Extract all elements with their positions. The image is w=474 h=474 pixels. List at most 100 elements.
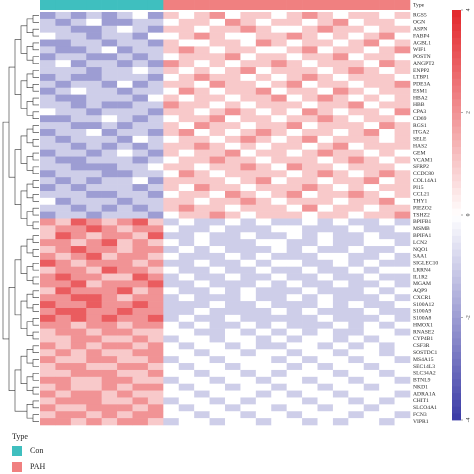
- row-label: RNASE2: [413, 329, 434, 335]
- heat-cell: [317, 259, 334, 267]
- heat-cell: [132, 129, 149, 137]
- heat-cell: [194, 314, 210, 323]
- heat-cell: [209, 314, 226, 323]
- heat-cell: [101, 101, 118, 109]
- row-label: CD69: [413, 116, 427, 122]
- colorbar-segment: [452, 44, 461, 52]
- heat-cell: [225, 204, 241, 212]
- heat-cell: [117, 32, 133, 40]
- heat-cell: [132, 287, 149, 295]
- heat-cell: [117, 280, 133, 288]
- heat-cell: [348, 273, 365, 281]
- heat-cell: [363, 211, 380, 219]
- heat-cell: [70, 18, 87, 27]
- heat-cell: [194, 376, 210, 384]
- heat-cell: [255, 122, 272, 130]
- heat-cell: [86, 94, 102, 102]
- heat-cell: [317, 149, 334, 157]
- heat-cell: [286, 73, 303, 82]
- heat-cell: [55, 280, 72, 288]
- heat-cell: [394, 342, 411, 350]
- heat-cell: [147, 87, 164, 95]
- heat-cell: [209, 335, 226, 343]
- heat-cell: [317, 232, 334, 240]
- heat-cell: [286, 184, 303, 192]
- heat-cell: [178, 25, 195, 33]
- heat-cell: [194, 294, 210, 302]
- heat-cell: [394, 197, 411, 206]
- heat-cell: [101, 211, 118, 219]
- heat-cell: [117, 108, 133, 116]
- heat-cell: [147, 349, 164, 357]
- heat-cell: [194, 369, 210, 378]
- heat-cell: [40, 32, 56, 40]
- colorbar-segment: [452, 235, 461, 243]
- heat-cell: [363, 12, 380, 20]
- row-label: HAS2: [413, 144, 427, 150]
- heat-cell: [178, 363, 195, 371]
- heat-cell: [332, 67, 349, 75]
- heat-cell: [55, 108, 72, 116]
- heat-cell: [332, 397, 349, 405]
- heat-cell: [317, 53, 334, 61]
- heat-cell: [147, 211, 164, 219]
- heat-cell: [163, 280, 180, 288]
- heat-cell: [194, 163, 210, 171]
- heat-cell: [379, 32, 395, 40]
- heat-cell: [394, 177, 411, 185]
- heat-cell: [163, 328, 180, 336]
- heat-cell: [86, 218, 102, 226]
- colorbar-segment: [452, 392, 461, 400]
- heat-cell: [101, 383, 118, 391]
- row-label: MSMB: [413, 226, 430, 232]
- heat-cell: [379, 190, 395, 199]
- heat-cell: [363, 184, 380, 192]
- colorbar-segment: [452, 180, 461, 189]
- colorbar-segment: [452, 331, 461, 339]
- heat-cell: [86, 39, 102, 47]
- heat-cell: [317, 218, 334, 226]
- heat-cell: [348, 25, 365, 33]
- heat-cell: [348, 39, 365, 47]
- heat-cell: [317, 197, 334, 206]
- heat-cell: [40, 239, 56, 247]
- heat-cell: [209, 135, 226, 144]
- heat-cell: [379, 342, 395, 350]
- heat-cell: [332, 218, 349, 226]
- heat-cell: [147, 67, 164, 75]
- heat-cell: [348, 239, 365, 247]
- heat-cell: [363, 301, 380, 309]
- heat-cell: [363, 156, 380, 164]
- heat-cell: [147, 94, 164, 102]
- heat-cell: [178, 294, 195, 302]
- colorbar-segment: [452, 194, 461, 202]
- heat-cell: [286, 149, 303, 157]
- heat-cell: [55, 149, 72, 157]
- heat-cell: [209, 197, 226, 206]
- heat-cell: [240, 259, 257, 267]
- heat-cell: [379, 418, 395, 426]
- heat-cell: [178, 73, 195, 82]
- heat-cell: [163, 190, 180, 199]
- heat-cell: [147, 239, 164, 247]
- heat-cell: [225, 115, 241, 123]
- dendrogram-branch: [32, 42, 39, 51]
- heat-cell: [271, 287, 287, 295]
- heat-cell: [302, 314, 318, 323]
- annotation-cell: [363, 0, 380, 10]
- heat-cell: [40, 94, 56, 102]
- heat-cell: [348, 376, 365, 384]
- heat-cell: [394, 301, 411, 309]
- heat-cell: [117, 342, 133, 350]
- heat-cell: [117, 39, 133, 47]
- heat-cell: [209, 184, 226, 192]
- heat-cell: [302, 18, 318, 27]
- heat-cell: [271, 156, 287, 164]
- heat-cell: [363, 266, 380, 274]
- heat-cell: [40, 232, 56, 240]
- dendrogram-branch: [32, 345, 39, 354]
- heat-cell: [86, 190, 102, 199]
- heat-cell: [286, 328, 303, 336]
- heat-cell: [117, 18, 133, 27]
- heat-cell: [286, 163, 303, 171]
